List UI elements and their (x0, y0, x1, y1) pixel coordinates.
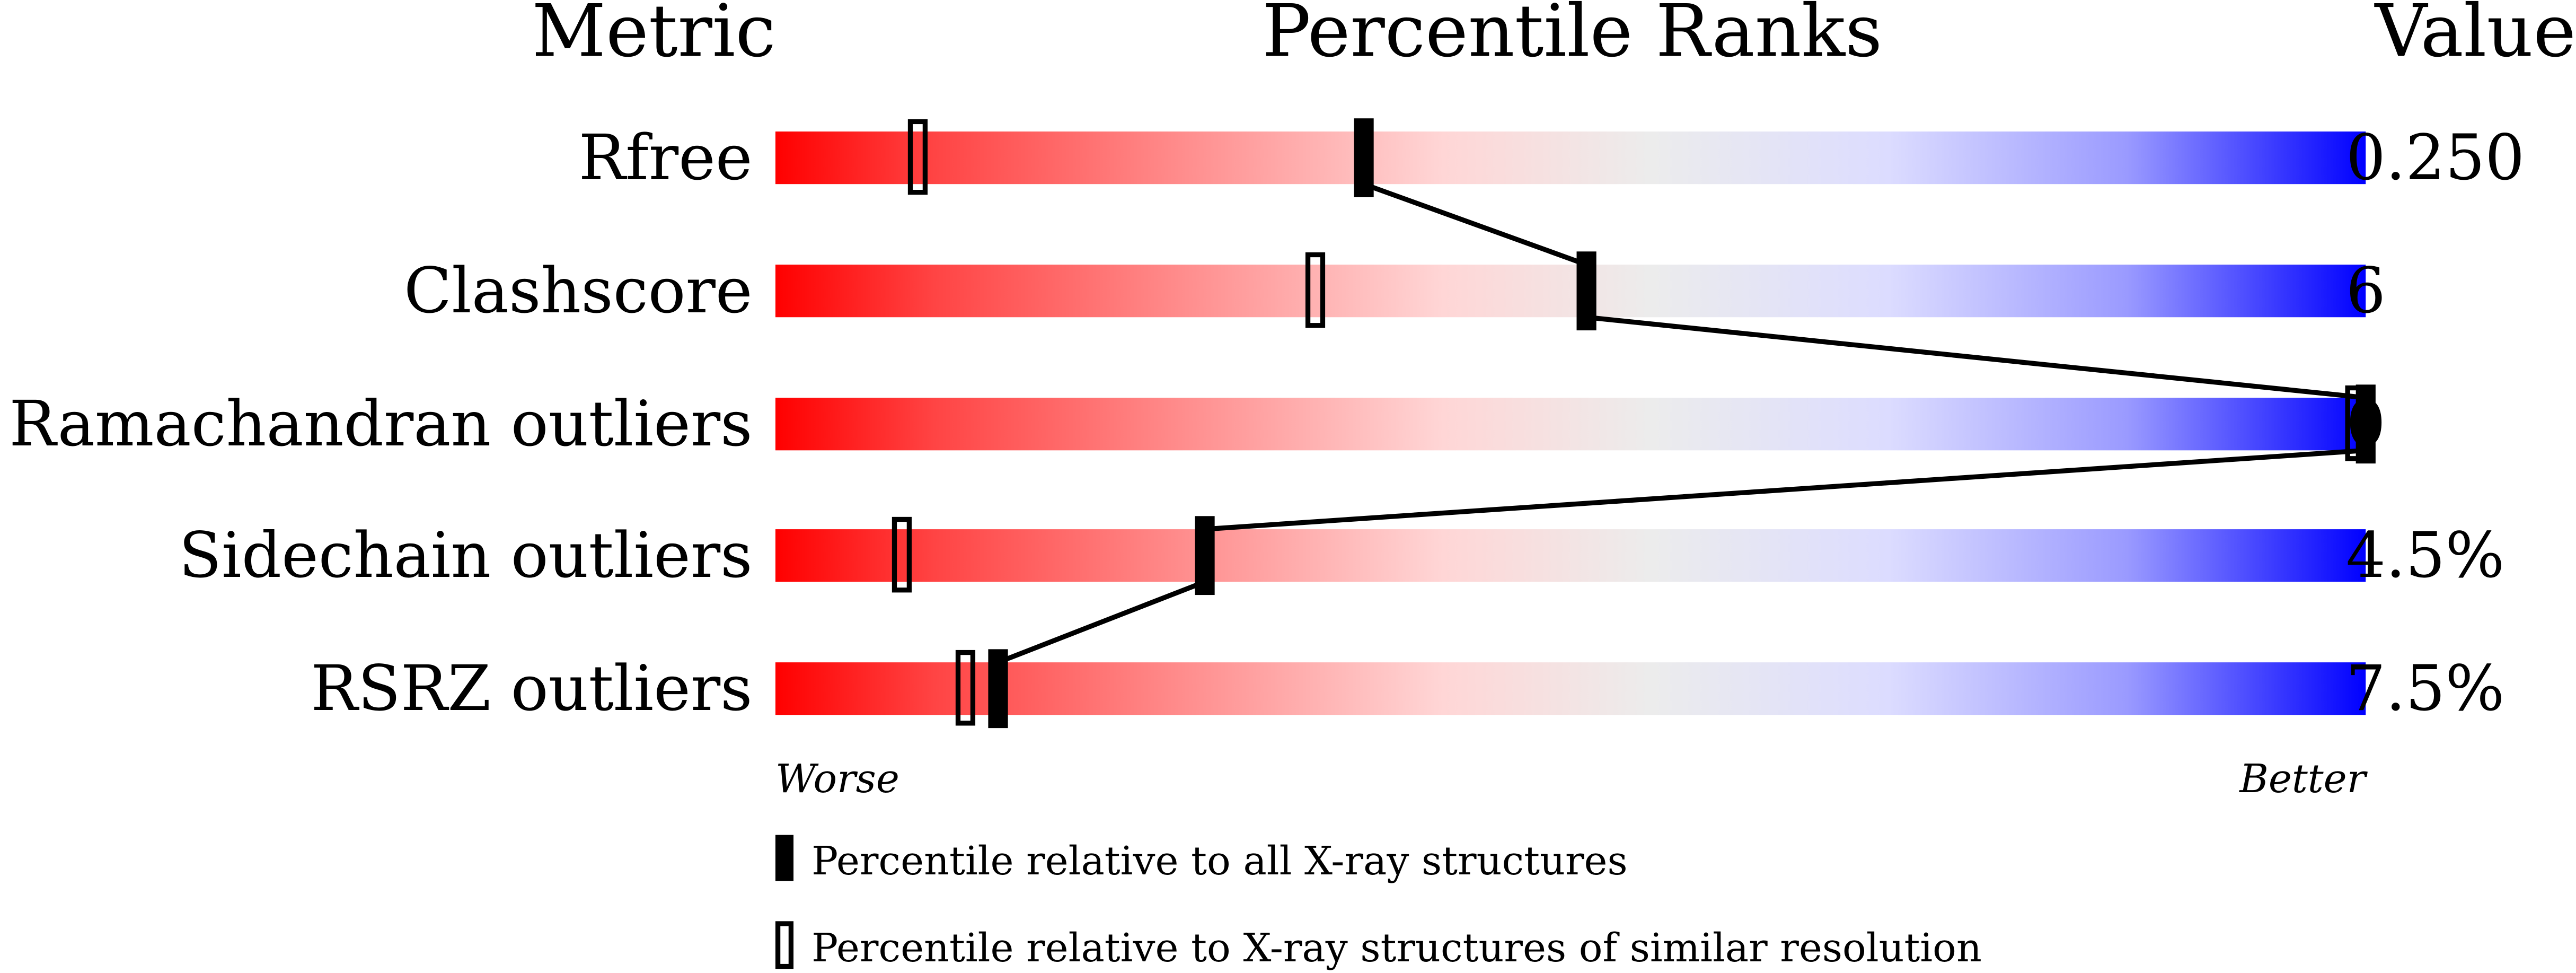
marker-all-structures (1195, 516, 1215, 595)
legend-filled-marker (775, 835, 794, 881)
marker-all-structures (1576, 251, 1596, 331)
marker-all-structures (1354, 118, 1374, 197)
axis-label-worse: Worse (775, 756, 899, 802)
percentile-bar (775, 398, 2366, 451)
connector-line (1586, 314, 2366, 400)
legend-open-marker (775, 921, 794, 969)
metric-value: 6 (2346, 255, 2386, 327)
marker-all-structures (2356, 384, 2376, 464)
connector-line (1363, 181, 1587, 267)
metric-label: Ramachandran outliers (9, 388, 752, 460)
connector-line (1204, 448, 2366, 532)
legend-label-similar: Percentile relative to X-ray structures … (811, 925, 1982, 971)
metric-value: 4.5% (2346, 519, 2504, 592)
header-metric: Metric (532, 0, 775, 73)
axis-label-better: Better (2238, 756, 2368, 802)
percentile-bar (775, 132, 2366, 185)
legend-label-all: Percentile relative to all X-ray structu… (811, 838, 1628, 884)
metric-value: 0.250 (2346, 121, 2525, 194)
metric-label: RSRZ outliers (311, 652, 752, 725)
metric-label: Sidechain outliers (179, 519, 752, 592)
percentile-bar (775, 265, 2366, 318)
marker-similar-resolution (892, 516, 912, 593)
header-value: Value (2374, 0, 2576, 73)
marker-all-structures (988, 649, 1008, 729)
connector-line (997, 579, 1206, 665)
metric-value: 7.5% (2346, 652, 2504, 725)
marker-similar-resolution (907, 119, 928, 195)
percentile-bar (775, 662, 2366, 715)
metric-label: Rfree (579, 121, 753, 194)
percentile-bar (775, 529, 2366, 582)
metric-label: Clashscore (404, 255, 753, 327)
header-percentile-ranks: Percentile Ranks (1262, 0, 1882, 73)
marker-similar-resolution (955, 650, 976, 726)
marker-similar-resolution (1305, 252, 1326, 328)
